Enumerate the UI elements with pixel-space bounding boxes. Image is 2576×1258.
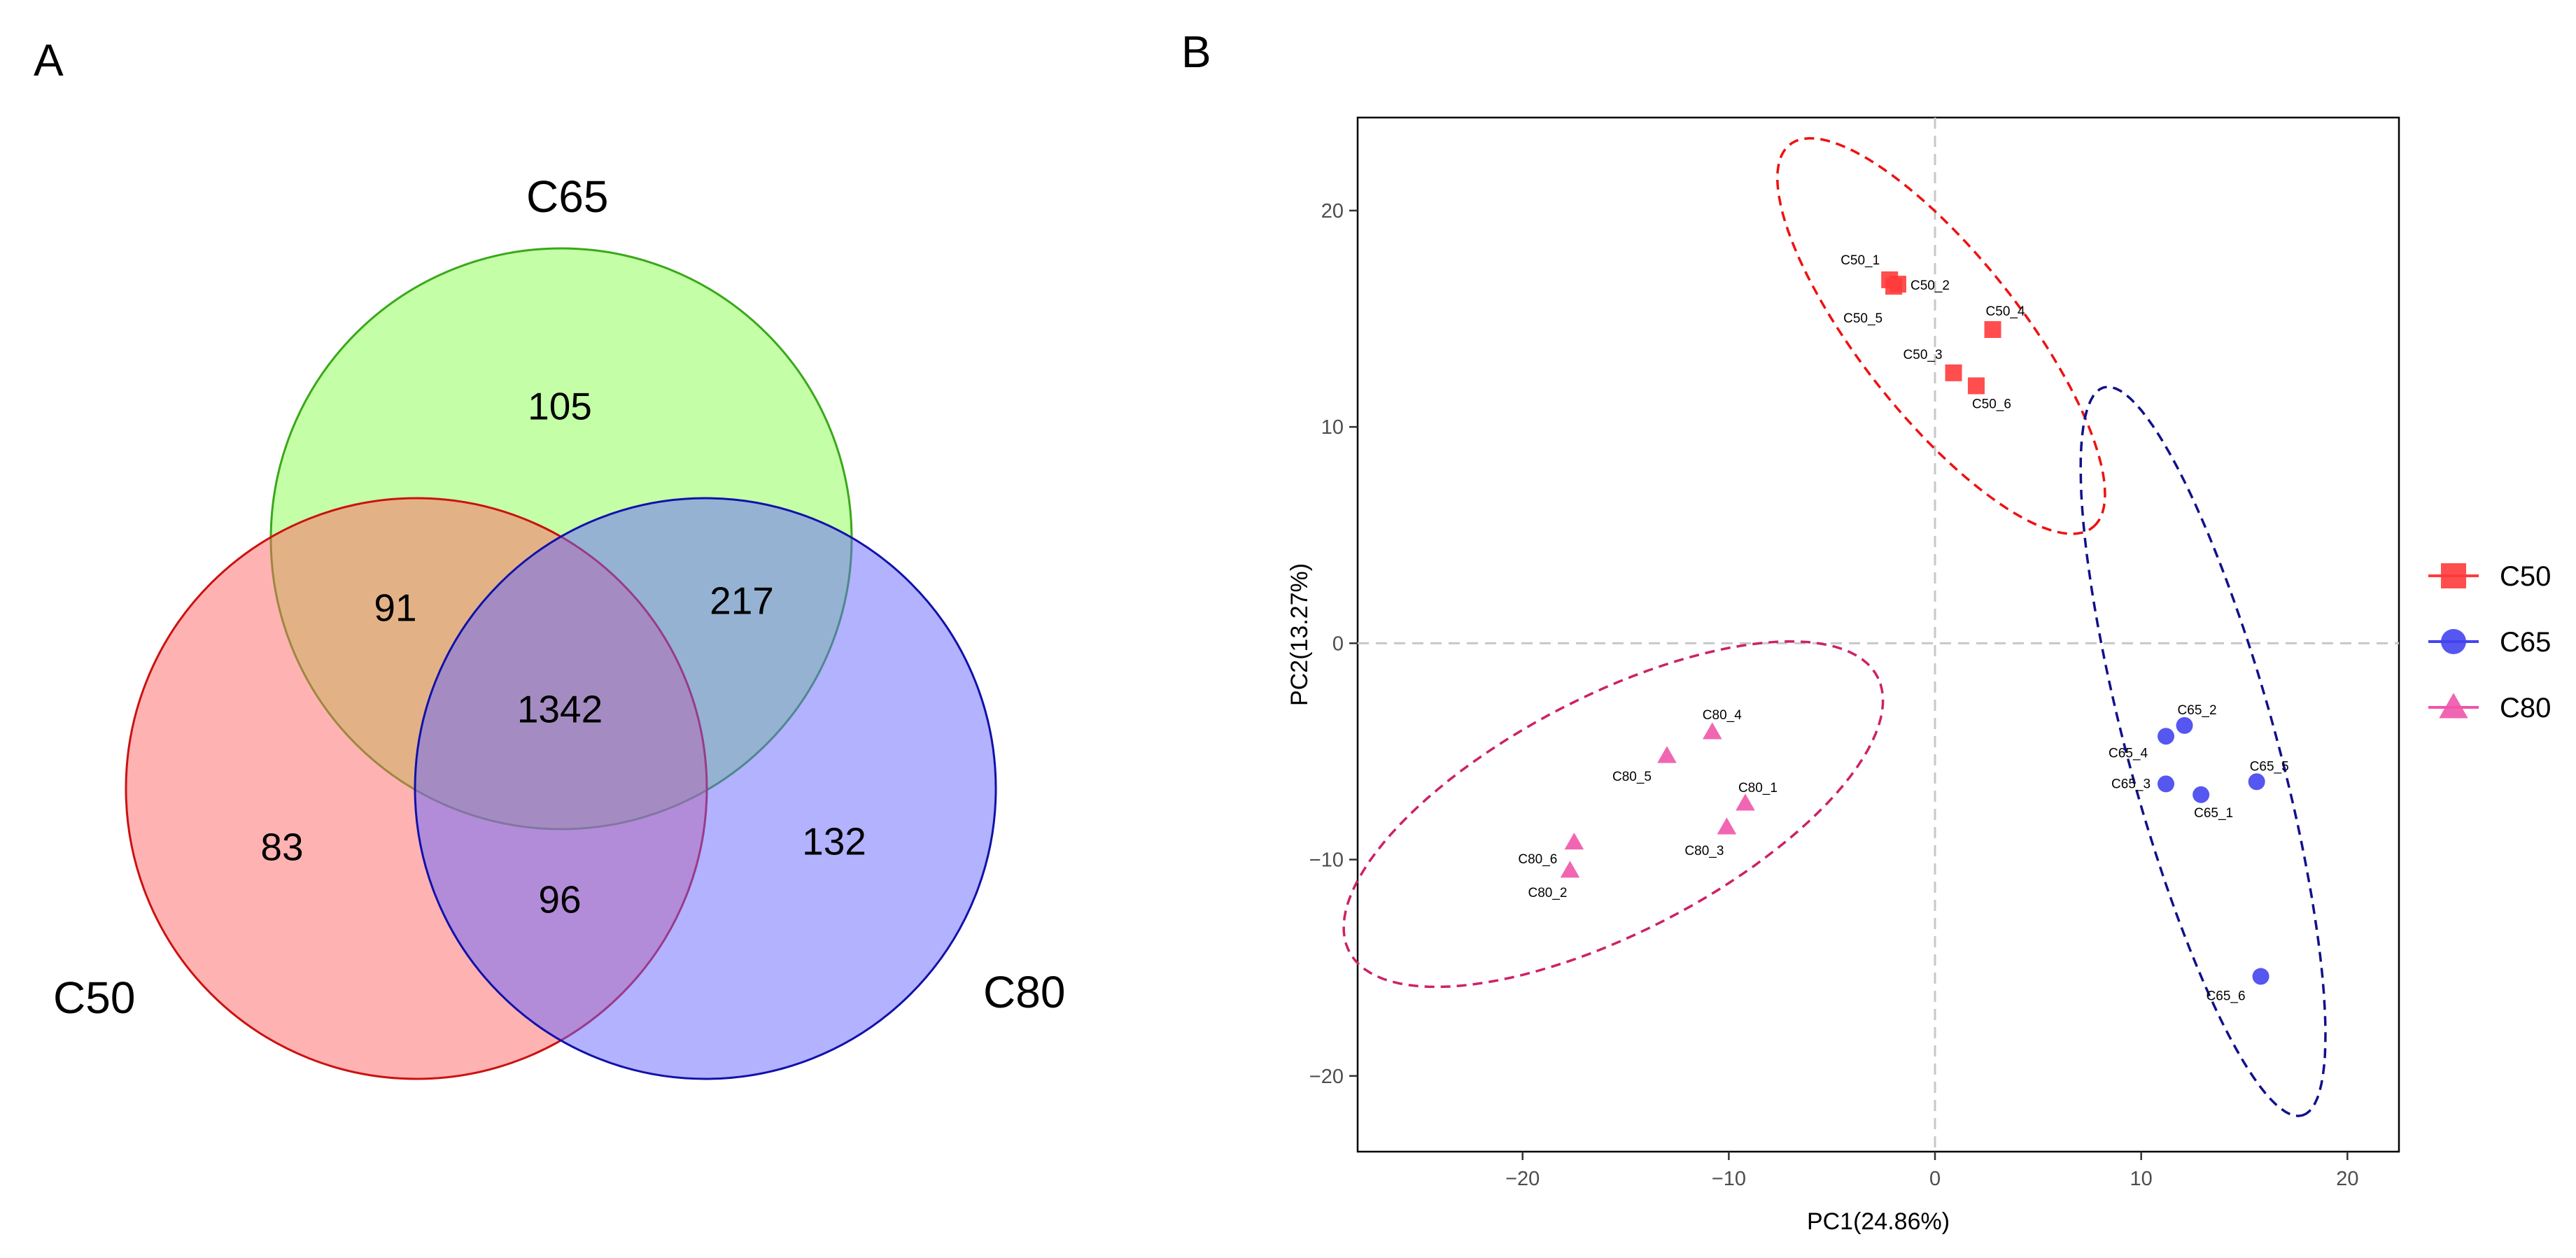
venn-count-c50-only: 83 — [260, 826, 303, 869]
point-c50-3 — [1945, 364, 1962, 381]
y-tick-label: 20 — [1321, 200, 1344, 222]
venn-circle-c80 — [414, 497, 997, 1080]
y-tick-label: −10 — [1309, 849, 1344, 872]
point-c65-6 — [2252, 968, 2269, 985]
ellipse-c80 — [1342, 640, 1885, 989]
point-c50-6 — [1967, 377, 1985, 395]
x-axis-title: PC1(24.86%) — [1807, 1208, 1950, 1235]
point-label-c65-1: C65_1 — [2194, 806, 2233, 821]
point-c65-1 — [2193, 786, 2210, 803]
point-label-c80-5: C80_5 — [1612, 770, 1652, 784]
point-label-c80-2: C80_2 — [1528, 886, 1567, 900]
panel-label-a: A — [34, 35, 64, 85]
confidence-ellipses — [1342, 136, 2327, 1117]
point-c50-5 — [1885, 278, 1903, 295]
point-label-c80-1: C80_1 — [1738, 781, 1778, 796]
legend-marker-c50 — [2441, 563, 2466, 588]
point-c80-5 — [1657, 746, 1677, 763]
point-c80-4 — [1703, 722, 1722, 740]
ellipse-c65 — [2079, 386, 2327, 1117]
x-tick-label: 10 — [2130, 1168, 2153, 1190]
point-c65-2 — [2176, 716, 2193, 734]
legend: C50 C65 C80 — [2428, 561, 2551, 723]
x-tick-label: 20 — [2336, 1168, 2358, 1190]
venn-count-c65-c80: 217 — [710, 579, 774, 623]
y-axis-ticks: −20 −10 0 10 20 — [1309, 200, 1358, 1088]
point-label-c65-6: C65_6 — [2207, 989, 2246, 1004]
point-label-c65-3: C65_3 — [2111, 777, 2151, 791]
point-label-c80-3: C80_3 — [1684, 844, 1724, 858]
point-label-c80-4: C80_4 — [1703, 708, 1742, 723]
point-c65-4 — [2158, 728, 2175, 745]
x-tick-label: 0 — [1929, 1168, 1941, 1190]
ellipse-c50 — [1776, 136, 2106, 535]
legend-label-c80: C80 — [2500, 693, 2551, 723]
reference-lines — [1358, 118, 2399, 1152]
point-c50-4 — [1984, 321, 2001, 339]
point-label-c80-6: C80_6 — [1518, 852, 1557, 867]
point-label-c50-5: C50_5 — [1843, 311, 1882, 326]
point-label-c50-1: C50_1 — [1840, 253, 1880, 268]
point-label-c50-4: C50_4 — [1986, 304, 2025, 319]
data-points — [1560, 271, 2269, 985]
y-tick-label: −20 — [1309, 1066, 1344, 1088]
point-c80-1 — [1736, 793, 1755, 811]
panel-label-b: B — [1181, 27, 1211, 77]
plot-frame — [1356, 116, 2400, 1153]
point-c65-5 — [2248, 773, 2265, 791]
y-tick-label: 0 — [1332, 632, 1344, 655]
venn-label-c50: C50 — [53, 973, 135, 1023]
legend-label-c65: C65 — [2500, 627, 2551, 658]
point-label-c65-4: C65_4 — [2109, 746, 2148, 761]
pca-plot: C50_1 C50_2 C50_5 C50_4 C50_3 C50_6 C65_2 C65_4… — [1286, 116, 2551, 1235]
point-label-c65-5: C65_5 — [2250, 759, 2289, 774]
point-c65-3 — [2158, 775, 2175, 793]
legend-marker-c65 — [2441, 629, 2466, 654]
point-label-c50-2: C50_2 — [1910, 278, 1950, 293]
venn-count-c80-only: 132 — [802, 820, 866, 863]
venn-count-c65-only: 105 — [528, 385, 592, 428]
point-c80-6 — [1564, 833, 1584, 850]
y-tick-label: 10 — [1321, 416, 1344, 439]
venn-diagram: C65 C50 C80 105 91 217 1342 83 96 132 — [53, 171, 1065, 1080]
venn-count-all: 1342 — [517, 688, 603, 731]
point-label-c50-6: C50_6 — [1972, 397, 2011, 411]
venn-label-c65: C65 — [526, 171, 608, 222]
point-label-c65-2: C65_2 — [2178, 703, 2217, 718]
point-c80-3 — [1717, 817, 1737, 835]
x-tick-label: −10 — [1712, 1168, 1746, 1190]
legend-marker-c80 — [2439, 693, 2468, 719]
venn-label-c80: C80 — [983, 967, 1065, 1017]
point-labels: C50_1 C50_2 C50_5 C50_4 C50_3 C50_6 C65_2 C65_4… — [1518, 253, 2288, 1004]
y-axis-title: PC2(13.27%) — [1286, 563, 1313, 706]
point-label-c50-3: C50_3 — [1903, 348, 1943, 362]
legend-label-c50: C50 — [2500, 561, 2551, 592]
x-tick-label: −20 — [1505, 1168, 1540, 1190]
venn-count-c50-c80: 96 — [538, 878, 581, 921]
point-c80-2 — [1560, 861, 1580, 878]
x-axis-ticks: −20 −10 0 10 20 — [1505, 1152, 2358, 1190]
venn-count-c50-c65: 91 — [374, 586, 416, 630]
